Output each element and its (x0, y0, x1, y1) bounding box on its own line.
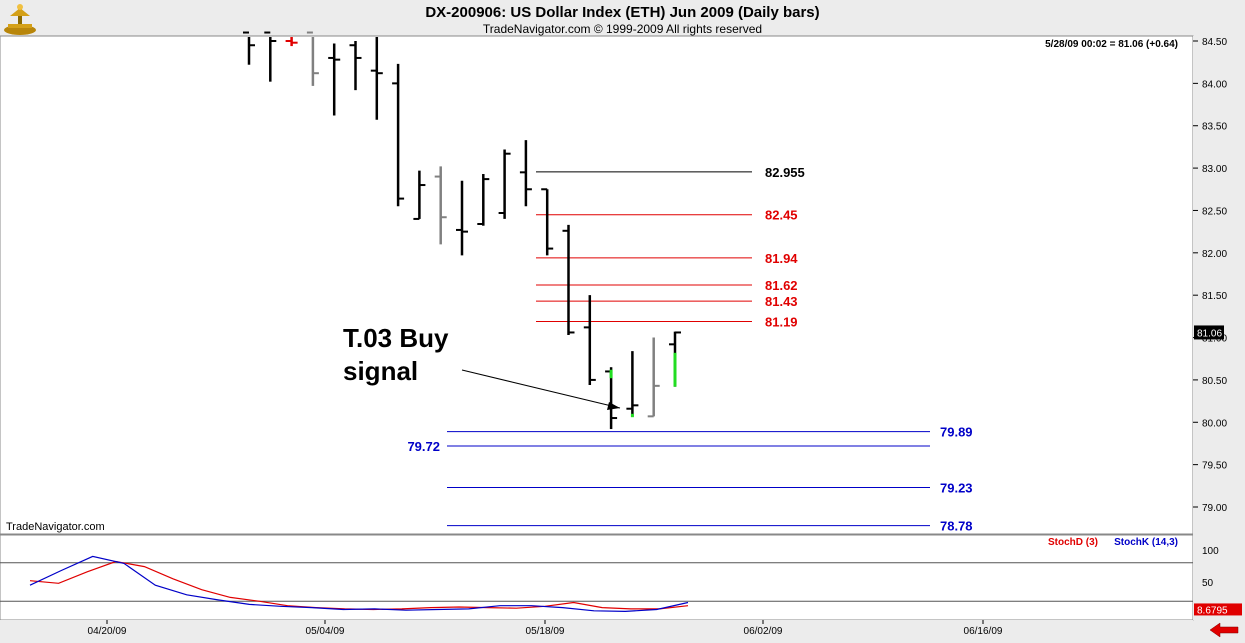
chart-title: DX-200906: US Dollar Index (ETH) Jun 200… (425, 4, 820, 21)
ohlc-bar[interactable] (647, 337, 660, 418)
ohlc-bar[interactable] (349, 41, 362, 91)
quote-readout: 5/28/09 00:02 = 81.06 (+0.64) (1045, 39, 1178, 50)
last-price-box (1194, 325, 1224, 340)
last-price-label: 81.06 (1197, 328, 1222, 339)
level-label: 79.72 (407, 439, 440, 454)
ohlc-bar[interactable] (392, 63, 405, 207)
level-label: 81.19 (765, 314, 798, 329)
ohlc-bar[interactable] (328, 43, 341, 116)
stochk-legend: StochK (14,3) (1114, 537, 1178, 548)
ohlc-bar[interactable] (562, 224, 575, 336)
date-tick-label: 06/16/09 (964, 626, 1003, 637)
ohlc-bar[interactable] (477, 174, 490, 226)
level-label: 82.45 (765, 208, 798, 223)
date-tick-label: 05/04/09 (306, 626, 345, 637)
scroll-left-arrow-icon[interactable] (1208, 622, 1240, 638)
price-tick-label: 84.50 (1202, 37, 1227, 48)
stochastic-panel[interactable] (0, 534, 1194, 621)
trade-navigator-logo-icon (2, 2, 38, 36)
level-label: 81.43 (765, 294, 798, 309)
level-label: 78.78 (940, 519, 973, 534)
stoch-tick-label: 50 (1202, 578, 1214, 589)
price-tick-label: 81.50 (1202, 291, 1227, 302)
ohlc-bar[interactable] (498, 149, 511, 219)
price-tick-label: 80.50 (1202, 376, 1227, 387)
stochk-line[interactable] (29, 555, 689, 613)
ohlc-bar[interactable] (306, 31, 319, 86)
ohlc-bar[interactable] (541, 188, 554, 256)
ohlc-bar[interactable] (413, 170, 426, 220)
date-axis[interactable] (0, 620, 1193, 640)
price-tick-label: 80.00 (1202, 418, 1227, 429)
date-tick-label: 05/18/09 (526, 626, 565, 637)
ohlc-bar[interactable] (519, 140, 532, 207)
level-label: 79.23 (940, 481, 973, 496)
arrow-head-icon (607, 402, 620, 410)
ohlc-bar[interactable] (370, 37, 383, 120)
price-tick-label: 79.00 (1202, 503, 1227, 514)
stoch-last-value-box (1194, 603, 1242, 616)
buy-signal-annotation: signal (343, 356, 418, 386)
date-tick-label: 06/02/09 (744, 626, 783, 637)
ohlc-bar[interactable] (243, 31, 255, 65)
ohlc-bar[interactable] (456, 180, 468, 256)
price-tick-label: 83.00 (1202, 164, 1227, 175)
ohlc-bar[interactable] (434, 166, 447, 245)
price-tick-label: 82.00 (1202, 249, 1227, 260)
price-tick-label: 84.00 (1202, 79, 1227, 90)
level-label: 79.89 (940, 425, 973, 440)
price-tick-label: 79.50 (1202, 461, 1227, 472)
level-label: 81.94 (765, 251, 798, 266)
stoch-tick-label: 100 (1202, 546, 1219, 557)
chart-header: DX-200906: US Dollar Index (ETH) Jun 200… (0, 0, 1245, 36)
level-label: 81.62 (765, 278, 798, 293)
stoch-last-value-label: 8.6795 (1197, 605, 1228, 616)
ohlc-bar[interactable] (285, 37, 298, 47)
ohlc-bar[interactable] (583, 295, 596, 385)
price-tick-label: 83.50 (1202, 122, 1227, 133)
stochd-legend: StochD (3) (1048, 537, 1098, 548)
copyright-subtitle: TradeNavigator.com © 1999-2009 All right… (482, 22, 763, 36)
level-label: 82.955 (765, 165, 805, 180)
price-tick-label: 82.50 (1202, 206, 1227, 217)
watermark-label: TradeNavigator.com (6, 521, 105, 533)
date-tick-label: 04/20/09 (88, 626, 127, 637)
ohlc-bar[interactable] (626, 351, 639, 417)
buy-signal-annotation: T.03 Buy (343, 323, 449, 353)
ohlc-bar[interactable] (264, 31, 277, 82)
annotation-arrow (461, 369, 621, 409)
